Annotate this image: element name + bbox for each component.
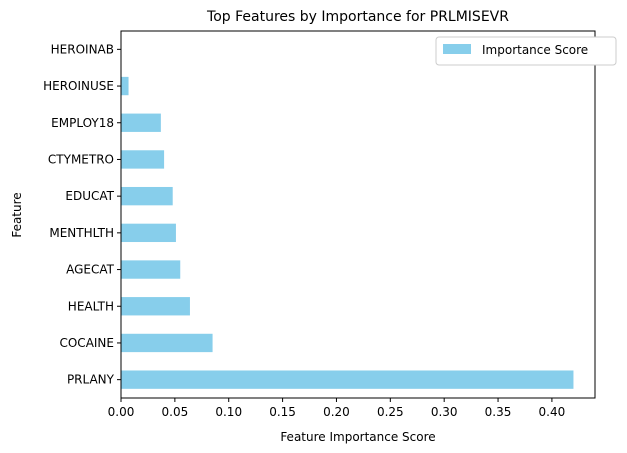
x-tick-label: 0.15 — [269, 405, 296, 419]
bar-educat — [121, 186, 173, 206]
bar-menthlth — [121, 223, 176, 243]
x-axis-ticks: 0.00 0.05 0.10 0.15 0.20 0.25 0.30 0.35 0.40 — [108, 398, 566, 419]
bars-layer — [121, 76, 574, 389]
bar-cocaine — [121, 333, 213, 353]
x-tick-label: 0.30 — [431, 405, 458, 419]
x-tick-label: 0.10 — [215, 405, 242, 419]
bar-heroinuse — [121, 76, 129, 96]
chart-title: Top Features by Importance for PRLMISEVR — [206, 9, 509, 25]
y-tick-label: PRLANY — [67, 373, 115, 387]
plot-frame — [120, 30, 596, 399]
y-tick-label: MENTHLTH — [49, 226, 114, 240]
x-axis-label: Feature Importance Score — [280, 430, 435, 444]
y-tick-label: HEROINUSE — [43, 79, 114, 93]
y-tick-label: HEROINAB — [51, 42, 114, 56]
bar-health — [121, 297, 190, 316]
x-tick-label: 0.05 — [162, 405, 189, 419]
y-tick-label: EDUCAT — [65, 189, 114, 203]
bar-prlany — [121, 370, 574, 389]
legend: Importance Score — [435, 36, 617, 66]
x-tick-label: 0.40 — [539, 405, 566, 419]
x-tick-label: 0.00 — [108, 405, 135, 419]
legend-swatch — [443, 44, 471, 54]
bar-ctymetro — [121, 150, 165, 169]
y-axis-ticks: PRLANY COCAINE HEALTH AGECAT MENTHLTH EDUCAT C… — [43, 42, 121, 387]
legend-label: Importance Score — [482, 43, 588, 57]
x-tick-label: 0.20 — [323, 405, 350, 419]
y-tick-label: EMPLOY18 — [51, 116, 114, 130]
y-tick-label: HEALTH — [68, 299, 114, 313]
x-tick-label: 0.25 — [377, 405, 404, 419]
bar-agecat — [121, 260, 181, 279]
y-tick-label: CTYMETRO — [48, 152, 114, 166]
y-axis-label: Feature — [10, 192, 24, 237]
y-tick-label: COCAINE — [59, 336, 114, 350]
legend-box — [435, 36, 617, 66]
bar-employ18 — [121, 113, 161, 132]
y-tick-label: AGECAT — [66, 263, 115, 277]
x-tick-label: 0.35 — [485, 405, 512, 419]
